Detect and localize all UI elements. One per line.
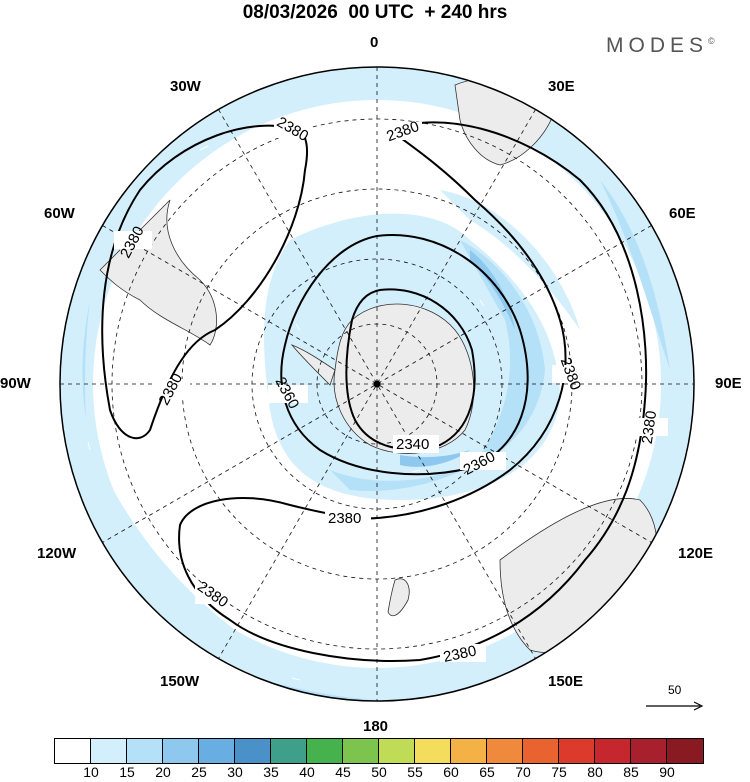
lon-label-150e: 150E bbox=[548, 673, 584, 690]
contour-label: 2380 bbox=[442, 642, 478, 666]
wind-shading-strong bbox=[82, 180, 670, 700]
new-zealand bbox=[387, 578, 410, 617]
lon-label-0: 0 bbox=[370, 34, 379, 51]
colorbar-tick-label: 75 bbox=[551, 764, 567, 780]
map-border bbox=[59, 66, 695, 702]
colorbar-tick-label: 30 bbox=[227, 764, 243, 780]
colorbar-swatch bbox=[487, 739, 523, 763]
colorbar-swatch bbox=[163, 739, 199, 763]
lon-label-120e: 120E bbox=[678, 545, 714, 562]
brand-text: MODES bbox=[606, 34, 709, 57]
contour-2380-outer bbox=[101, 124, 309, 440]
colorbar-swatch bbox=[631, 739, 667, 763]
colorbar-tick-label: 65 bbox=[479, 764, 495, 780]
antarctic-peninsula bbox=[290, 344, 336, 386]
colorbar bbox=[54, 738, 704, 764]
colorbar-tick-label: 45 bbox=[335, 764, 351, 780]
polar-stereographic-map: 2380 2380 2380 2380 2380 2380 2380 2380 … bbox=[59, 66, 695, 702]
lon-label-60e: 60E bbox=[669, 205, 696, 222]
lon-label-30e: 30E bbox=[548, 78, 575, 95]
colorbar-swatch bbox=[91, 739, 127, 763]
colorbar-tick-label: 10 bbox=[83, 764, 99, 780]
colorbar-tick-label: 25 bbox=[191, 764, 207, 780]
lon-label-150w: 150W bbox=[160, 673, 200, 690]
contour-2360 bbox=[280, 234, 529, 476]
colorbar-swatch bbox=[235, 739, 271, 763]
brand-mark: © bbox=[708, 36, 715, 46]
colorbar-swatch bbox=[307, 739, 343, 763]
lon-label-90e: 90E bbox=[715, 375, 742, 392]
contour-label-bg bbox=[114, 120, 668, 662]
colorbar-swatch bbox=[523, 739, 559, 763]
colorbar-tick-label: 15 bbox=[119, 764, 135, 780]
colorbar-tick-label: 55 bbox=[407, 764, 423, 780]
colorbar-swatch bbox=[271, 739, 307, 763]
colorbar-tick-label: 90 bbox=[659, 764, 675, 780]
graticule bbox=[60, 67, 694, 701]
contour-2380-east bbox=[178, 121, 648, 662]
map-title: 08/03/2026 00 UTC + 240 hrs bbox=[242, 2, 508, 23]
colorbar-swatch bbox=[451, 739, 487, 763]
colorbar-swatch bbox=[379, 739, 415, 763]
land-masses bbox=[99, 77, 658, 653]
colorbar-swatch bbox=[595, 739, 631, 763]
colorbar-tick-label: 20 bbox=[155, 764, 171, 780]
south-pole-marker bbox=[373, 380, 381, 388]
colorbar-tick-label: 60 bbox=[443, 764, 459, 780]
vector-scale-arrow-icon bbox=[646, 701, 704, 711]
lon-label-90w: 90W bbox=[0, 375, 31, 392]
lon-label-120w: 120W bbox=[37, 545, 77, 562]
colorbar-tick-label: 35 bbox=[263, 764, 279, 780]
colorbar-tick-label: 85 bbox=[623, 764, 639, 780]
lon-label-60w: 60W bbox=[44, 205, 75, 222]
colorbar-swatch bbox=[55, 739, 91, 763]
colorbar-swatch bbox=[343, 739, 379, 763]
contour-label: 2340 bbox=[396, 436, 429, 453]
colorbar-swatch bbox=[415, 739, 451, 763]
colorbar-swatch bbox=[559, 739, 595, 763]
lon-label-180: 180 bbox=[363, 718, 389, 735]
colorbar-swatch bbox=[127, 739, 163, 763]
colorbar-tick-label: 70 bbox=[515, 764, 531, 780]
south-america bbox=[99, 199, 217, 346]
colorbar-tick-label: 40 bbox=[299, 764, 315, 780]
colorbar-swatch bbox=[667, 739, 703, 763]
colorbar-tick-label: 50 bbox=[371, 764, 387, 780]
colorbar-swatch bbox=[199, 739, 235, 763]
contour-label: 2380 bbox=[639, 410, 660, 445]
colorbar-tick-label: 80 bbox=[587, 764, 603, 780]
lon-label-30w: 30W bbox=[170, 78, 201, 95]
brand-logo: MODES© bbox=[606, 34, 715, 58]
vector-scale-label: 50 bbox=[668, 683, 682, 697]
contour-label: 2380 bbox=[328, 510, 361, 527]
